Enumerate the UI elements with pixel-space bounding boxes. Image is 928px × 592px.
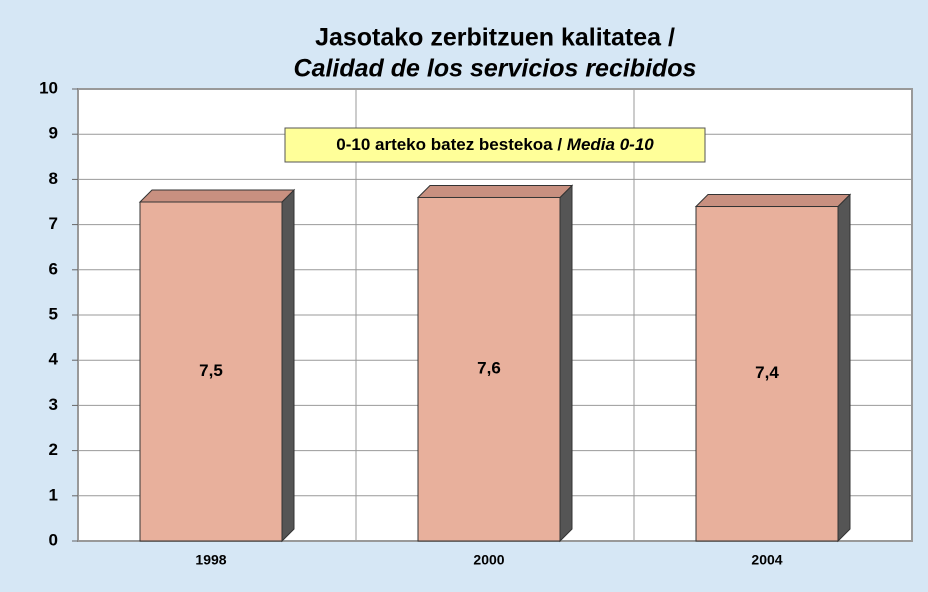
y-tick-label: 3 [49,395,58,414]
y-tick-label: 9 [49,124,58,143]
y-tick-label: 10 [39,78,58,97]
bar [139,201,283,542]
bar-side [559,184,573,543]
y-tick-label: 1 [49,485,58,504]
bars [138,184,852,543]
bar-side [837,193,851,543]
annotation-text: Media 0-10 [567,135,654,154]
bar-top [694,194,852,208]
data-label: 7,6 [477,359,501,378]
annotation-text: 0-10 arteko batez bestekoa / [336,135,567,154]
y-tick-label: 4 [49,350,59,369]
bar-top [416,184,574,198]
y-tick-label: 0 [49,530,58,549]
bar [417,196,561,542]
chart-subtitle: Calidad de los servicios recibidos [294,55,697,83]
y-tick-label: 2 [49,440,58,459]
x-tick-label: 1998 [195,552,226,568]
y-tick-label: 5 [49,304,58,323]
x-tick-label: 2004 [751,552,782,568]
data-label: 7,5 [199,361,223,380]
y-tick-label: 7 [49,214,58,233]
y-tick-label: 8 [49,169,58,188]
chart-title: Jasotako zerbitzuen kalitatea / [315,24,675,52]
x-tick-label: 2000 [473,552,504,568]
annotation: 0-10 arteko batez bestekoa / Media 0-10 [336,135,654,154]
y-tick-label: 6 [49,259,58,278]
bar-top [138,189,296,203]
bar [695,206,839,542]
bar-side [281,188,295,543]
annotation-box [284,127,706,163]
data-label: 7,4 [755,363,779,382]
